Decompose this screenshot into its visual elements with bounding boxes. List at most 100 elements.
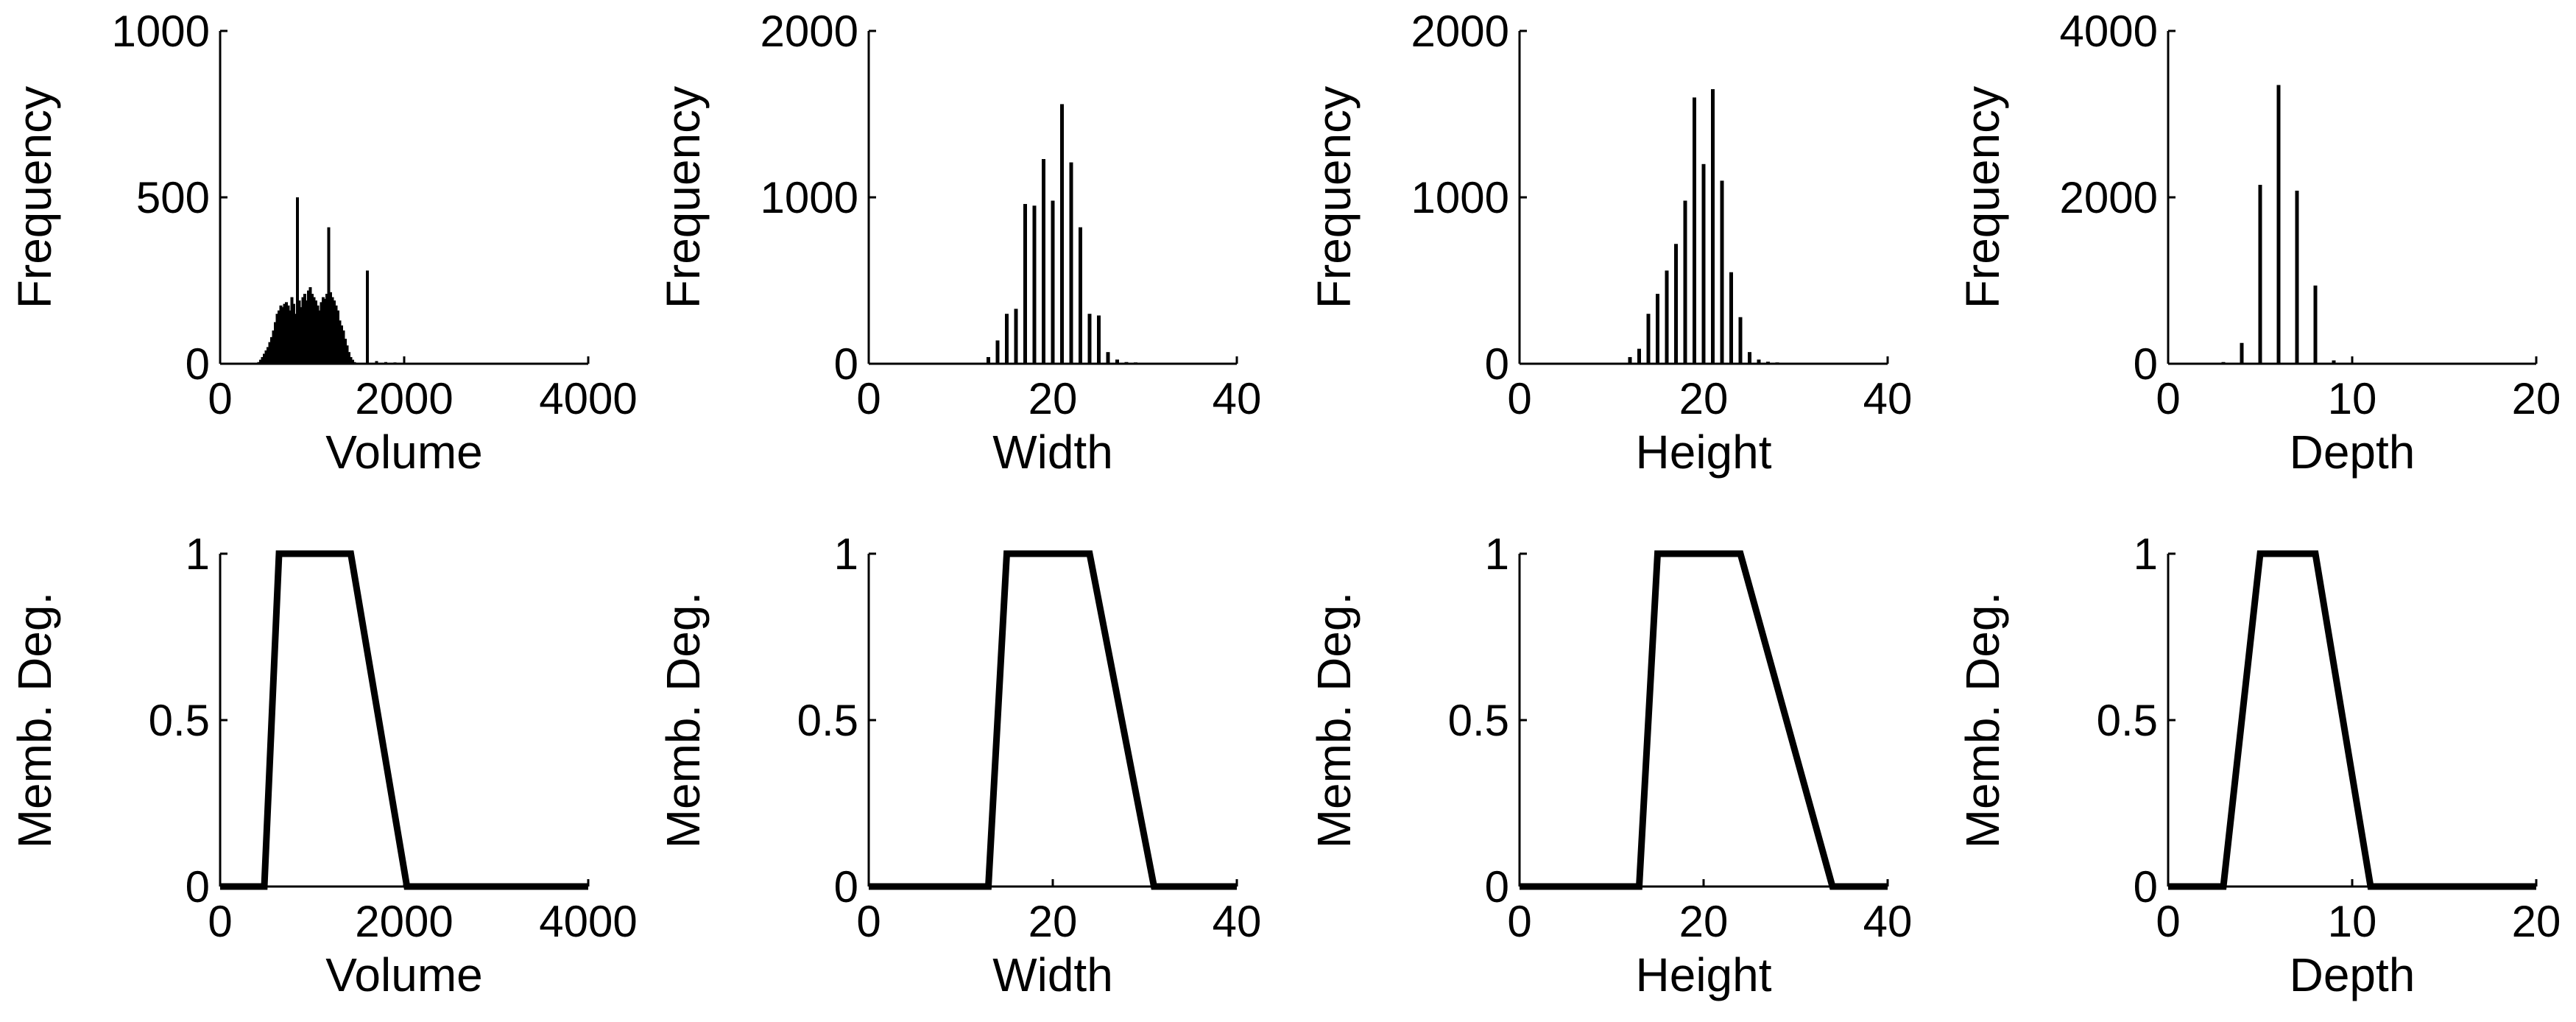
x-tick-label: 20 xyxy=(1028,374,1078,423)
y-tick-label: 1 xyxy=(834,529,858,579)
y-tick-label: 2000 xyxy=(2060,173,2158,222)
x-axis-title: Width xyxy=(992,426,1113,479)
histogram-bar xyxy=(1042,159,1045,364)
y-tick-label: 0 xyxy=(1485,862,1509,912)
y-tick-label: 0 xyxy=(2134,339,2158,389)
histogram-bar xyxy=(325,294,328,364)
y-axis-title: Memb. Deg. xyxy=(8,592,61,849)
histogram-bar xyxy=(349,356,353,364)
histogram-bar xyxy=(297,300,301,364)
histogram-bar xyxy=(257,362,261,364)
x-tick-label: 40 xyxy=(1213,374,1262,423)
histogram-bar xyxy=(312,297,316,364)
histogram-bar xyxy=(314,300,317,364)
x-tick-label: 0 xyxy=(2156,897,2180,946)
y-tick-label: 0 xyxy=(834,862,858,912)
histogram-bar xyxy=(1793,363,1798,364)
histogram-bar xyxy=(323,298,327,364)
histogram-bar xyxy=(2258,185,2262,364)
histogram-bar xyxy=(290,297,294,364)
histogram-bar xyxy=(393,362,397,364)
histogram-bar xyxy=(322,297,325,364)
histogram-bar xyxy=(1720,180,1724,364)
membership-function-line xyxy=(1520,550,1888,890)
y-tick-label: 0.5 xyxy=(149,696,210,745)
depth-histogram-panel: 0 2000 4000 0 10 20 Depth Frequency xyxy=(1956,7,2561,479)
histogram-bar xyxy=(1014,309,1018,364)
histogram-bar xyxy=(1069,162,1073,364)
histogram-bar xyxy=(1628,356,1632,364)
histogram-bar xyxy=(384,362,387,364)
x-axis-title: Depth xyxy=(2290,426,2416,479)
histogram-bar xyxy=(2276,85,2281,364)
membership-function-line xyxy=(2168,550,2536,890)
histogram-bar xyxy=(1097,315,1101,364)
x-axis-title: Width xyxy=(992,948,1113,1001)
histogram-bar xyxy=(272,330,275,364)
histogram-bar xyxy=(1646,314,1651,364)
histogram-bar xyxy=(281,307,284,364)
histogram-bar xyxy=(345,345,349,364)
histogram-bar xyxy=(316,305,320,364)
histogram-bar xyxy=(329,292,332,364)
height-histogram-panel: 0 1000 2000 0 20 40 Height Frequency xyxy=(1308,7,1912,479)
histogram-bar xyxy=(1757,359,1761,364)
y-tick-label: 2000 xyxy=(761,7,858,56)
y-axis-title: Frequency xyxy=(1956,86,2009,309)
histogram-bar xyxy=(1152,363,1156,364)
histogram-bar xyxy=(333,300,336,364)
x-axis-title: Height xyxy=(1636,948,1772,1001)
histogram-bar xyxy=(275,314,279,364)
y-tick-label: 500 xyxy=(136,173,210,222)
x-tick-label: 0 xyxy=(1507,897,1531,946)
histogram-bar xyxy=(1106,352,1110,364)
x-tick-label: 10 xyxy=(2328,897,2377,946)
histogram-bar xyxy=(311,294,314,364)
histogram-bar xyxy=(344,339,347,364)
histogram-bar xyxy=(1124,362,1129,364)
volume-membership-panel: 0 0.5 1 0 2000 4000 Volume Memb. Deg. xyxy=(8,529,638,1001)
histogram-bar xyxy=(1775,362,1779,364)
y-tick-label: 0 xyxy=(186,862,210,912)
histogram-bar xyxy=(307,290,310,364)
histogram-bar xyxy=(263,353,266,364)
histogram-bar xyxy=(1785,362,1788,364)
y-tick-label: 1 xyxy=(1485,529,1509,579)
y-tick-label: 1 xyxy=(2134,529,2158,579)
histogram-bar xyxy=(327,227,331,364)
histogram-bar xyxy=(2350,362,2354,364)
y-tick-label: 2000 xyxy=(1411,7,1509,56)
y-axis-title: Memb. Deg. xyxy=(657,592,710,849)
y-tick-label: 0.5 xyxy=(2097,696,2158,745)
x-tick-label: 10 xyxy=(2328,374,2377,423)
histogram-bar xyxy=(347,352,350,364)
histogram-bar xyxy=(2240,342,2244,364)
histogram-bar xyxy=(1701,163,1706,364)
histogram-bar xyxy=(1674,244,1678,364)
histogram-bar xyxy=(285,302,288,364)
histogram-bar xyxy=(303,294,306,364)
histogram-bar xyxy=(366,270,369,364)
x-tick-label: 0 xyxy=(208,897,232,946)
histogram-bar xyxy=(292,303,295,364)
y-tick-label: 4000 xyxy=(2060,7,2158,56)
histogram-bar xyxy=(1711,89,1715,364)
x-tick-label: 20 xyxy=(2512,897,2561,946)
x-tick-label: 20 xyxy=(2512,374,2561,423)
y-tick-label: 0.5 xyxy=(797,696,858,745)
y-axis-title: Frequency xyxy=(1308,86,1361,309)
histogram-bar xyxy=(1079,227,1082,364)
y-tick-label: 1000 xyxy=(1411,173,1509,222)
histogram-bar xyxy=(300,307,303,364)
y-tick-label: 0 xyxy=(186,339,210,389)
x-tick-label: 20 xyxy=(1679,897,1729,946)
x-tick-label: 2000 xyxy=(355,897,453,946)
y-axis-title: Frequency xyxy=(657,86,710,309)
x-tick-label: 0 xyxy=(856,897,881,946)
x-tick-label: 4000 xyxy=(539,897,637,946)
histogram-bar xyxy=(1693,97,1696,364)
width-histogram-panel: 0 1000 2000 0 20 40 Width Frequency xyxy=(657,7,1261,479)
histogram-bar xyxy=(264,350,268,364)
